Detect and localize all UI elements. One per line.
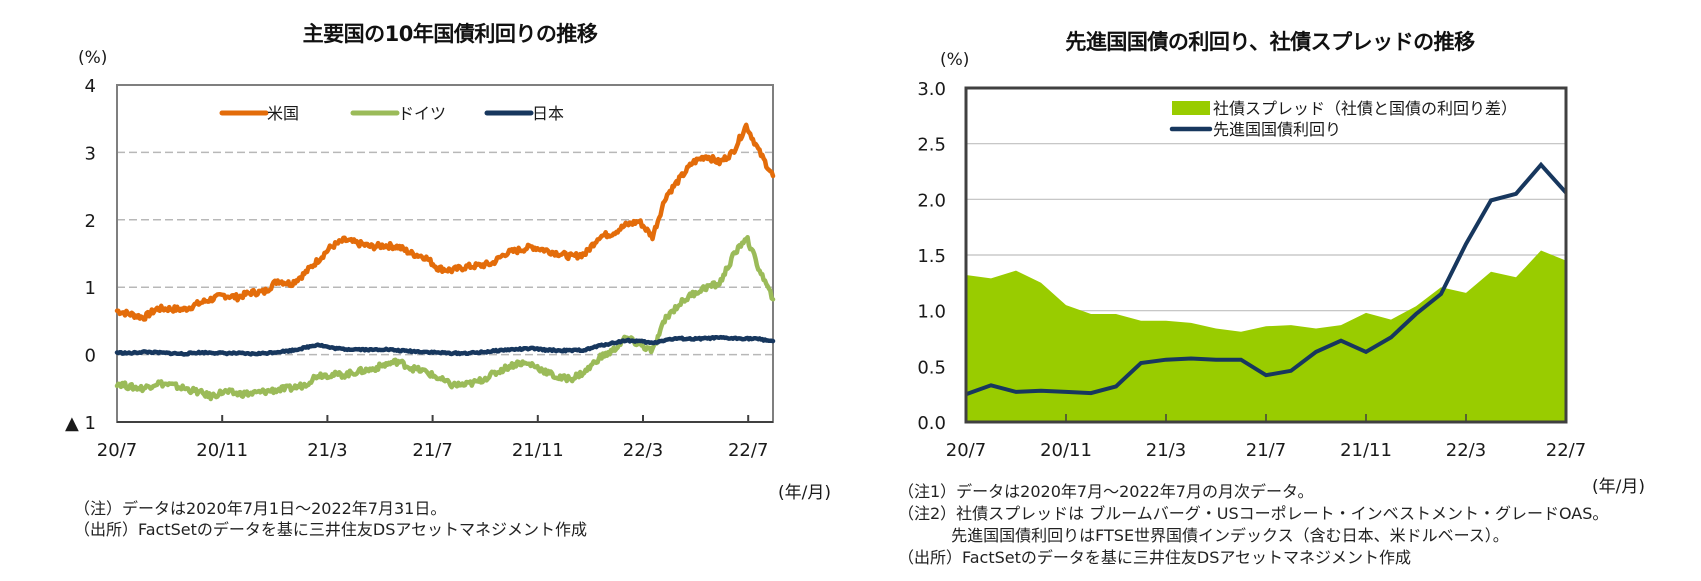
chart1-legend-label: 米国 <box>267 104 299 123</box>
chart2-y-tick-label: 1.0 <box>917 302 946 323</box>
chart2-source: （出所）FactSetのデータを基に三井住友DSアセットマネジメント作成 <box>898 548 1412 567</box>
chart1-source: （出所）FactSetのデータを基に三井住友DSアセットマネジメント作成 <box>74 520 588 539</box>
chart1-y-tick-label: ▲ 1 <box>65 413 96 434</box>
chart2-spread-area <box>966 250 1566 422</box>
chart2-note2: （注2）社債スプレッドは ブルームバーグ・USコーポレート・インベストメント・グ… <box>898 504 1609 523</box>
chart2-note3: 先進国国債利回りはFTSE世界国債インデックス（含む日本、米ドルベース）。 <box>898 526 1509 545</box>
chart1-title: 主要国の10年国債利回りの推移 <box>302 22 598 46</box>
chart1-x-tick-label: 21/11 <box>512 440 564 461</box>
chart1-x-tick-label: 22/7 <box>728 440 768 461</box>
chart1-svg: 4 3 2 1 0 ▲ 120/7 20/11 21/3 21/7 21/11 22/3 22/7 米国… <box>65 76 776 461</box>
chart1-y-tick-label: 3 <box>85 143 96 164</box>
chart2-y-tick-label: 2.5 <box>917 135 946 156</box>
chart2-y-tick-label: 1.5 <box>917 246 946 267</box>
chart2-x-tick-label: 21/7 <box>1246 440 1286 461</box>
chart1-x-tick-label: 22/3 <box>623 440 663 461</box>
chart2-y-tick-label: 0.5 <box>917 357 946 378</box>
chart1-y-unit: (%) <box>78 48 108 68</box>
chart2-yield-line <box>965 161 1568 397</box>
chart2-y-tick-label: 0.0 <box>917 413 946 434</box>
chart1-y-tick-label: 1 <box>85 278 96 299</box>
chart1-series-line-germany <box>114 234 776 402</box>
chart1-x-tick-label: 20/11 <box>196 440 248 461</box>
chart2-y-tick-label: 2.0 <box>917 190 946 211</box>
chart1-y-tick-label: 2 <box>85 211 96 232</box>
chart1-legend-label: ドイツ <box>398 104 446 123</box>
chart2-x-tick-label: 22/7 <box>1546 440 1586 461</box>
chart2-x-tick-label: 20/11 <box>1040 440 1092 461</box>
chart1-y-tick-label: 4 <box>85 76 96 97</box>
chart1-legend-label: 日本 <box>532 104 564 123</box>
chart2-y-unit: (%) <box>940 50 970 70</box>
chart2-note1: （注1）データは2020年7月～2022年7月の月次データ。 <box>898 482 1314 501</box>
chart2-legend-label: 社債スプレッド（社債と国債の利回り差） <box>1213 99 1517 118</box>
chart1-x-unit: (年/月) <box>778 483 831 503</box>
chart2-x-tick-label: 21/11 <box>1340 440 1392 461</box>
chart2-x-tick-label: 21/3 <box>1146 440 1186 461</box>
chart2-x-tick-label: 22/3 <box>1446 440 1486 461</box>
chart2-x-tick-label: 20/7 <box>946 440 986 461</box>
chart1-note: （注）データは2020年7月1日～2022年7月31日。 <box>74 499 447 518</box>
chart2-y-tick-label: 3.0 <box>917 79 946 100</box>
chart2-legend-label: 先進国国債利回り <box>1213 120 1341 139</box>
chart1-series-line-japan <box>114 334 776 357</box>
chart1-x-tick-label: 21/7 <box>412 440 452 461</box>
chart2-legend-swatch-area <box>1172 101 1210 115</box>
chart1-series-line-us <box>114 122 776 322</box>
chart2-x-unit: (年/月) <box>1592 477 1645 497</box>
chart2-title: 先進国国債の利回り、社債スプレッドの推移 <box>1065 30 1475 54</box>
chart1-x-tick-label: 21/3 <box>307 440 347 461</box>
chart1-y-tick-label: 0 <box>85 346 96 367</box>
chart1-x-tick-label: 20/7 <box>97 440 137 461</box>
